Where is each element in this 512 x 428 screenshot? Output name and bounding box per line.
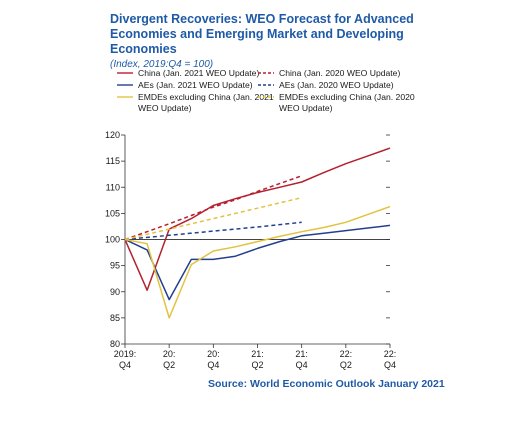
chart-title-line-1: Divergent Recoveries: WEO Forecast for A… [110,12,414,26]
x-tick-label: Q2 [340,360,352,370]
source-note: Source: World Economic Outlook January 2… [208,378,445,390]
x-tick-label: Q4 [384,360,396,370]
legend-label: WEO Update) [138,103,192,113]
legend-label: AEs (Jan. 2020 WEO Update) [279,80,394,90]
x-tick-label: Q2 [163,360,175,370]
legend: China (Jan. 2021 WEO Update) China (Jan. … [117,68,415,113]
series-line-aes-jan-2020-weo-update [124,221,302,241]
series-line-china-jan-2021-weo-update [124,147,391,291]
y-tick-label: 80 [110,339,120,349]
legend-label: China (Jan. 2021 WEO Update) [138,68,259,78]
x-tick-label: 21: [295,349,308,359]
y-tick-label: 120 [105,130,120,140]
series-lines [124,147,391,319]
axes: 808590951001051101151202019:Q420:Q220:Q4… [105,130,396,370]
y-tick-label: 85 [110,313,120,323]
series-line-china-jan-2020-weo-update [124,175,302,241]
chart-title-line-2: Economies and Emerging Market and Develo… [110,27,404,56]
y-tick-label: 115 [106,156,120,166]
y-tick-label: 105 [105,208,120,218]
chart-title-block: Divergent Recoveries: WEO Forecast for A… [110,12,430,71]
y-tick-label: 100 [105,235,120,245]
legend-label: WEO Update) [279,103,333,113]
x-tick-label: 22: [384,349,397,359]
x-tick-label: 22: [340,349,353,359]
x-tick-label: 20: [163,349,176,359]
x-tick-label: 2019: [114,349,137,359]
y-tick-label: 90 [110,287,120,297]
x-tick-label: Q4 [296,360,308,370]
chart-subtitle: (Index, 2019:Q4 = 100) [110,59,214,70]
series-line-emdes-excluding-china-jan-2020-weo-update [124,196,302,241]
series-line-aes-jan-2021-weo-update [124,224,391,301]
x-tick-label: Q4 [119,360,131,370]
legend-label: AEs (Jan. 2021 WEO Update) [138,80,253,90]
x-tick-label: Q2 [251,360,263,370]
y-tick-label: 95 [110,261,120,271]
series-line-emdes-excluding-china-jan-2021-weo-update [124,205,391,319]
y-tick-label: 110 [106,182,120,192]
x-tick-label: 20: [207,349,220,359]
legend-label: China (Jan. 2020 WEO Update) [279,68,400,78]
legend-label: EMDEs excluding China (Jan. 2020 [279,92,415,102]
x-tick-label: Q4 [207,360,219,370]
legend-label: EMDEs excluding China (Jan. 2021 [138,92,274,102]
x-tick-label: 21: [251,349,264,359]
